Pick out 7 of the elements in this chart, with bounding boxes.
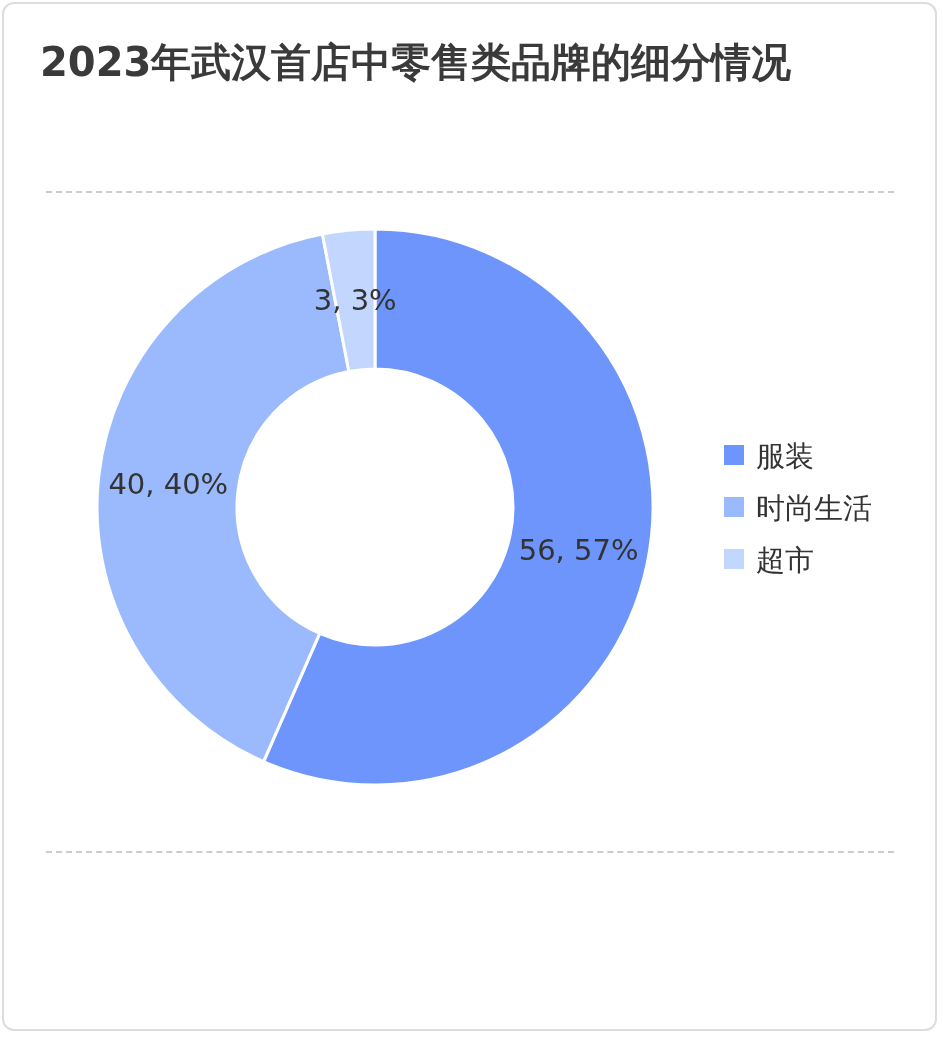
data-label: 56, 57% <box>518 532 639 567</box>
legend-label: 服装 <box>756 439 814 473</box>
data-label: 40, 40% <box>108 466 229 501</box>
legend-label: 超市 <box>756 543 814 577</box>
chart-title: 2023年武汉首店中零售类品牌的细分情况 <box>40 38 793 87</box>
legend-label: 时尚生活 <box>756 491 872 525</box>
data-label: 3, 3% <box>313 282 397 317</box>
